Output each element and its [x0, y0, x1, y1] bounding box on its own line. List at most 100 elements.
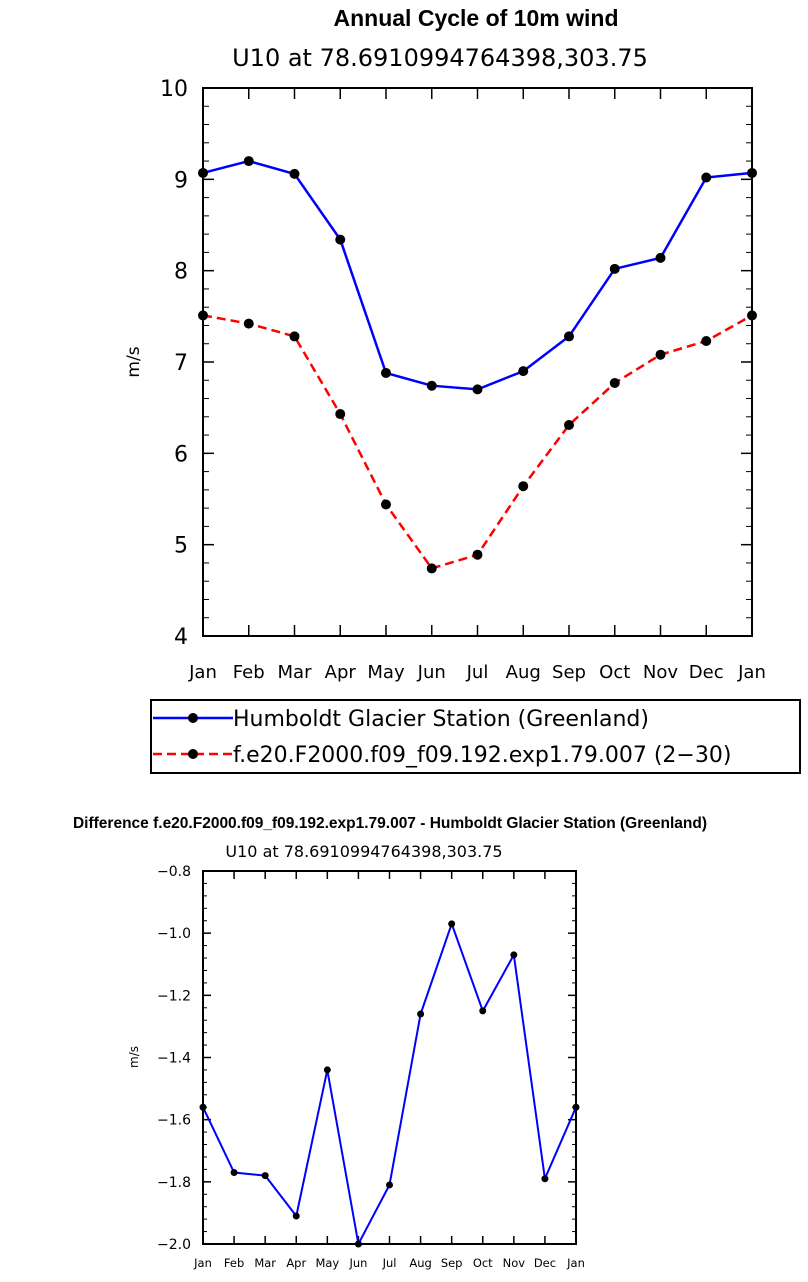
series-0-point: [198, 167, 208, 178]
chart2-series: [199, 920, 580, 1248]
series-0-point: [292, 1212, 300, 1220]
x-tick-label: Sep: [552, 662, 586, 683]
x-tick-label: Jun: [417, 662, 446, 683]
x-tick-label: Sep: [441, 1256, 463, 1270]
series-line-1: [202, 314, 753, 570]
legend-label-obs: Humboldt Glacier Station (Greenland): [233, 707, 649, 732]
series-1-point: [243, 318, 254, 329]
chart1-series: [198, 156, 757, 574]
series-0-point: [518, 366, 529, 377]
series-0-point: [472, 384, 483, 395]
y-tick-label: −0.8: [157, 864, 191, 880]
series-1-point: [381, 499, 391, 510]
x-tick-label: Jul: [382, 1256, 397, 1270]
series-1-point: [701, 335, 712, 346]
chart1-subtitle: U10 at 78.6910994764398,303.75: [232, 44, 648, 72]
y-tick-label: 10: [160, 77, 188, 102]
y-tick-label: 7: [174, 351, 188, 376]
series-0-point: [572, 1103, 580, 1111]
series-0-point: [448, 920, 456, 928]
x-tick-label: Aug: [409, 1256, 431, 1270]
x-tick-label: Nov: [643, 662, 679, 683]
series-0-point: [386, 1181, 393, 1189]
chart1-y-axis-label: m/s: [124, 346, 144, 377]
annual-cycle-chart: Annual Cycle of 10m wind U10 at 78.69109…: [124, 5, 801, 774]
y-tick-label: 9: [174, 168, 188, 193]
x-tick-label: Oct: [473, 1256, 493, 1270]
x-tick-label: Apr: [325, 662, 357, 683]
x-tick-label: Aug: [506, 662, 541, 683]
series-0-point: [261, 1172, 269, 1180]
y-tick-label: −1.4: [157, 1051, 191, 1067]
series-0-point: [381, 367, 391, 378]
series-1-point: [198, 310, 208, 321]
x-tick-label: Jan: [566, 1256, 585, 1270]
y-tick-label: −1.2: [157, 988, 191, 1004]
series-0-point: [655, 252, 666, 263]
series-0-point: [426, 380, 437, 391]
series-1-point: [518, 481, 529, 492]
y-tick-label: 8: [174, 260, 188, 285]
series-0-point: [199, 1103, 207, 1111]
series-0-point: [230, 1169, 238, 1177]
y-tick-label: −2.0: [157, 1237, 191, 1253]
x-tick-label: Jan: [737, 662, 766, 683]
y-tick-label: 5: [174, 534, 188, 559]
series-1-point: [564, 420, 574, 431]
series-0-point: [564, 331, 574, 342]
series-1-point: [426, 563, 437, 574]
chart1-legend: Humboldt Glacier Station (Greenland) f.e…: [150, 699, 801, 774]
x-tick-label: Jun: [348, 1256, 367, 1270]
series-0-point: [479, 1007, 487, 1015]
x-tick-label: Feb: [233, 662, 265, 683]
series-0-point: [510, 951, 518, 959]
x-tick-label: Mar: [254, 1256, 276, 1270]
series-0-point: [354, 1240, 362, 1248]
y-tick-label: 4: [174, 625, 188, 650]
series-line-0: [202, 159, 753, 391]
series-1-point: [472, 549, 483, 560]
series-0-point: [323, 1066, 331, 1074]
y-tick-label: −1.6: [157, 1113, 191, 1129]
series-0-point: [747, 167, 757, 178]
series-0-point: [335, 234, 346, 245]
x-tick-label: Jan: [188, 662, 217, 683]
x-tick-label: Feb: [224, 1256, 244, 1270]
legend-box: [150, 699, 801, 774]
x-tick-label: May: [367, 662, 405, 683]
series-1-point: [335, 409, 346, 420]
y-tick-label: −1.0: [157, 926, 191, 942]
series-1-point: [747, 310, 757, 321]
series-1-point: [655, 349, 666, 360]
series-0-point: [609, 263, 620, 274]
legend-label-model: f.e20.F2000.f09_f09.192.exp1.79.007 (2−3…: [233, 743, 731, 768]
chart2-y-axis-label: m/s: [127, 1046, 141, 1068]
x-tick-label: Dec: [689, 662, 724, 683]
legend-marker-obs: [188, 713, 198, 723]
series-0-point: [541, 1175, 549, 1183]
chart2-axes: −2.0 −1.8 −1.6 −1.4 −1.2 −1.0 −0.8 Jan Feb Mar Apr…: [157, 864, 585, 1270]
y-tick-label: 6: [174, 442, 188, 467]
y-tick-label: −1.8: [157, 1175, 191, 1191]
series-1-point: [609, 378, 620, 389]
x-tick-label: Oct: [599, 662, 630, 683]
chart1-axes: 4 5 6 7 8 9 10 Jan Feb Mar Apr May Jun Jul Aug Sep Oct No…: [160, 77, 766, 683]
series-0-point: [417, 1010, 425, 1018]
x-tick-label: Dec: [534, 1256, 556, 1270]
x-tick-label: Jul: [466, 662, 489, 683]
chart2-title: Difference f.e20.F2000.f09_f09.192.exp1.…: [73, 815, 707, 832]
difference-chart: Difference f.e20.F2000.f09_f09.192.exp1.…: [73, 815, 707, 1270]
x-tick-label: May: [315, 1256, 339, 1270]
x-tick-label: Nov: [503, 1256, 526, 1270]
series-0-point: [243, 156, 254, 167]
legend-marker-model: [188, 749, 198, 759]
x-tick-label: Mar: [277, 662, 312, 683]
series-1-point: [289, 331, 300, 342]
series-line-0: [202, 920, 577, 1248]
chart2-subtitle: U10 at 78.6910994764398,303.75: [225, 842, 502, 861]
x-tick-label: Jan: [193, 1256, 212, 1270]
series-0-point: [701, 172, 712, 183]
x-tick-label: Apr: [286, 1256, 306, 1270]
chart1-title: Annual Cycle of 10m wind: [334, 5, 619, 31]
